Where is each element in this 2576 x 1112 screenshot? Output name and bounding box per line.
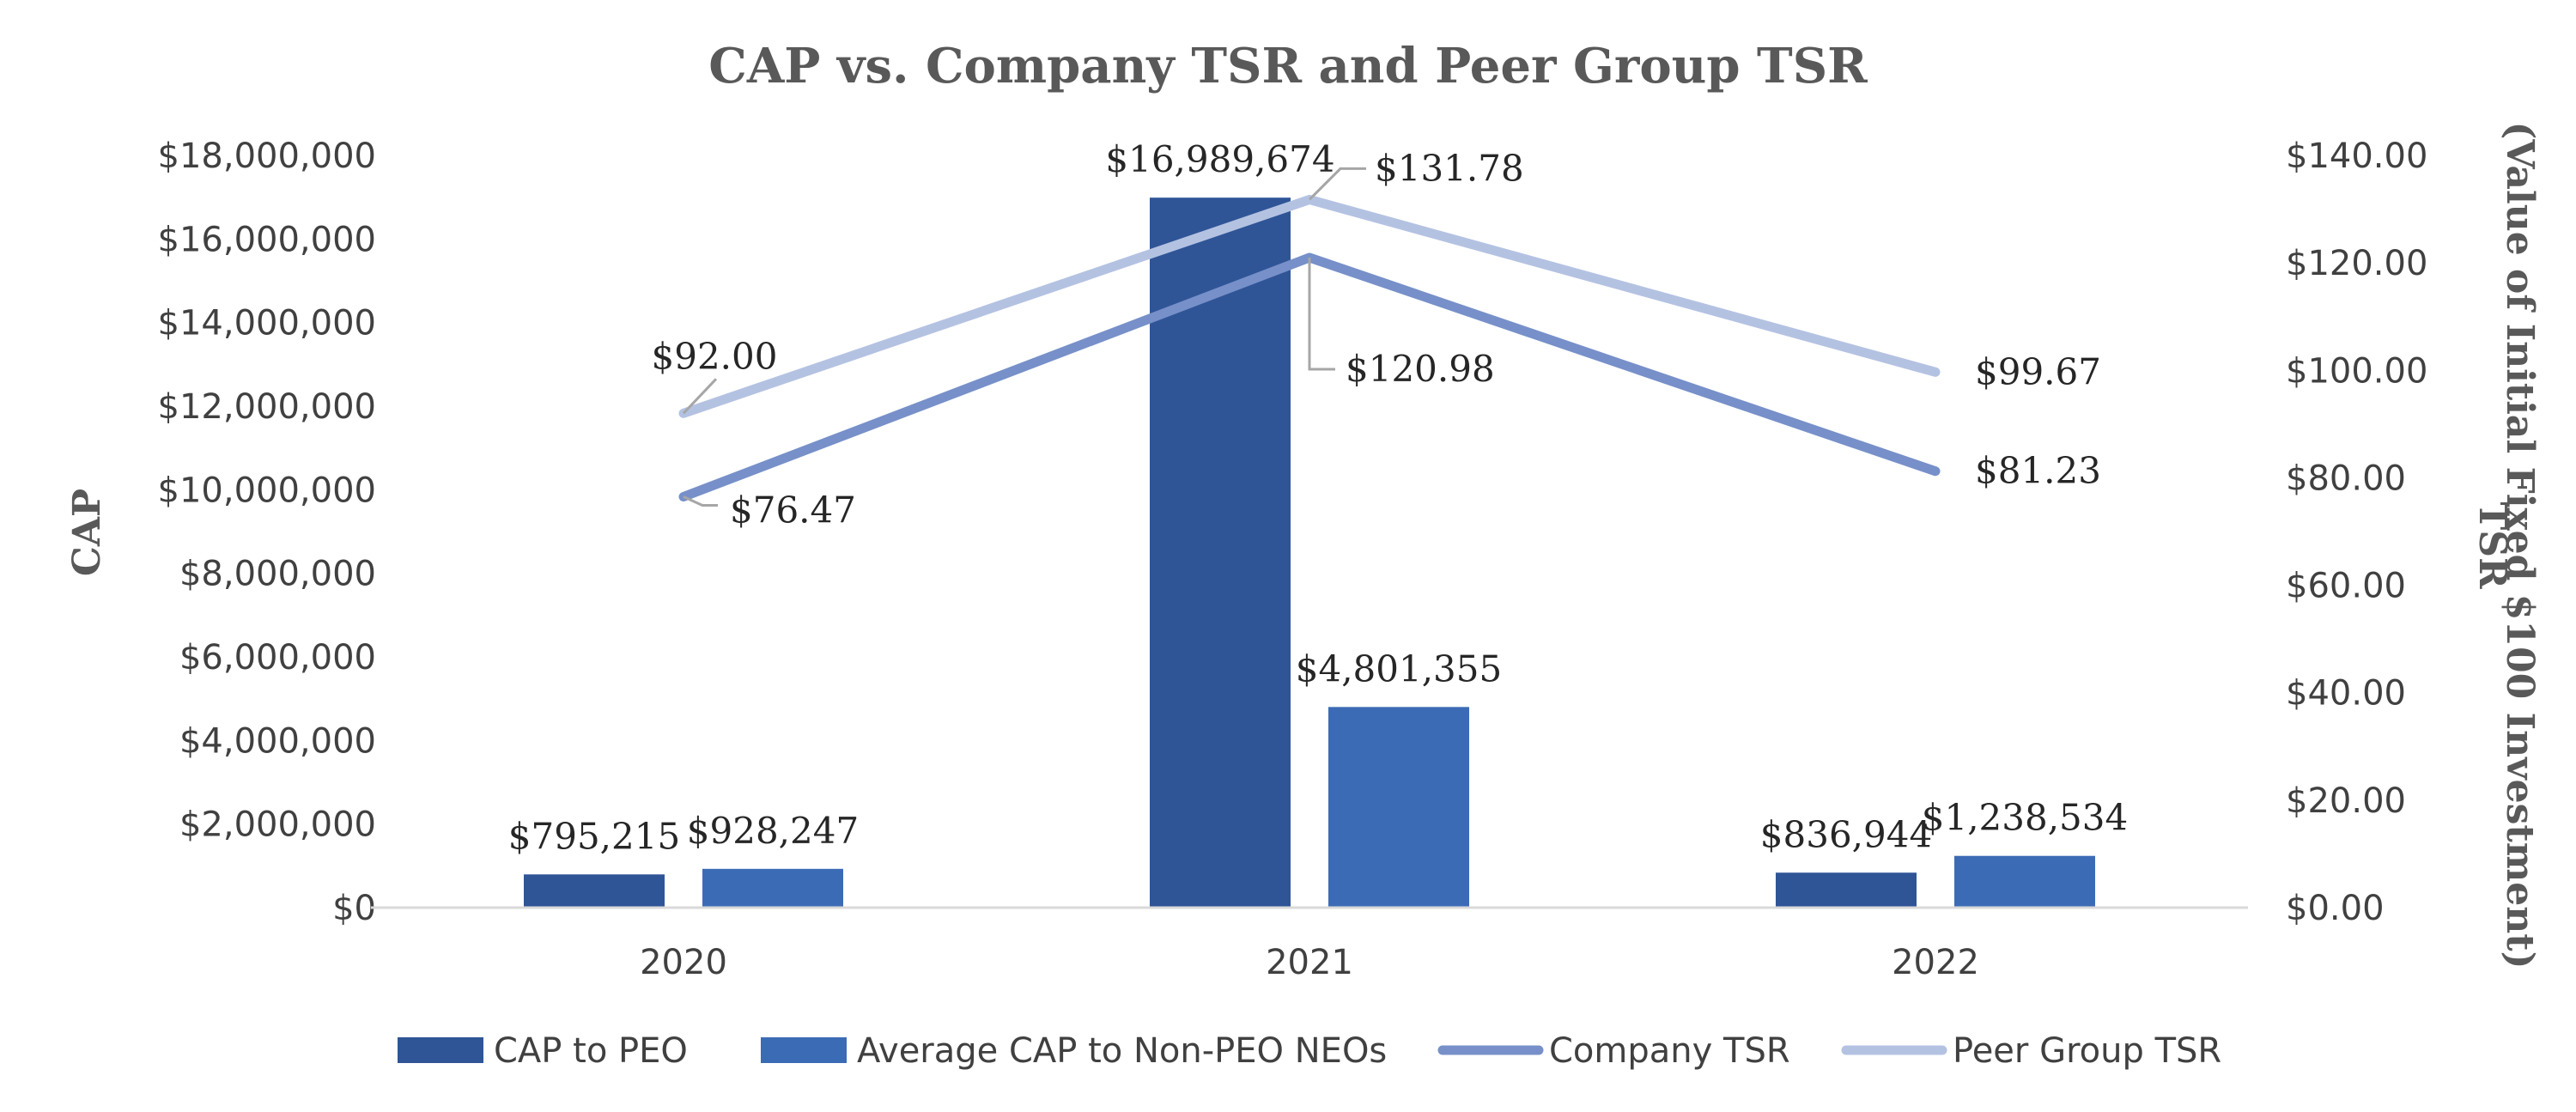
left-tick-label: $4,000,000 bbox=[179, 721, 376, 761]
leader-line bbox=[1308, 167, 1366, 201]
left-tick-label: $0 bbox=[332, 889, 376, 928]
right-tick-label: $20.00 bbox=[2286, 781, 2406, 821]
legend-label: Peer Group TSR bbox=[1953, 1031, 2221, 1071]
legend: CAP to PEO Average CAP to Non-PEO NEOs Com… bbox=[398, 1031, 2221, 1071]
x-tick-label: 2022 bbox=[1892, 943, 1979, 982]
bar bbox=[1328, 707, 1469, 908]
leader-line bbox=[1308, 258, 1335, 371]
bar-data-label: $4,801,355 bbox=[1296, 647, 1502, 690]
left-axis-ticks: $0 $2,000,000 $4,000,000 $6,000,000 $8,000,0… bbox=[158, 137, 376, 928]
line-data-label: $92.00 bbox=[652, 335, 778, 377]
legend-swatch bbox=[761, 1037, 847, 1063]
left-tick-label: $12,000,000 bbox=[158, 387, 376, 427]
left-tick-label: $16,000,000 bbox=[158, 220, 376, 259]
leader-line bbox=[683, 495, 718, 507]
line-data-label: $120.98 bbox=[1346, 348, 1495, 390]
right-tick-label: $140.00 bbox=[2286, 137, 2427, 176]
x-axis-ticks: 2020 2021 2022 bbox=[640, 943, 1979, 982]
legend-label: Company TSR bbox=[1549, 1031, 1790, 1071]
bar-data-label: $928,247 bbox=[687, 810, 859, 852]
bar-data-label: $16,989,674 bbox=[1105, 138, 1334, 180]
left-tick-label: $18,000,000 bbox=[158, 137, 376, 176]
bar-data-label: $795,215 bbox=[508, 815, 680, 857]
left-tick-label: $10,000,000 bbox=[158, 471, 376, 510]
bar-data-label: $836,944 bbox=[1760, 813, 1932, 855]
legend-label: Average CAP to Non-PEO NEOs bbox=[857, 1031, 1387, 1071]
left-tick-label: $2,000,000 bbox=[179, 805, 376, 845]
right-tick-label: $100.00 bbox=[2286, 351, 2427, 391]
bar-data-label: $1,238,534 bbox=[1922, 797, 2128, 839]
bar-group bbox=[524, 197, 2095, 908]
bar bbox=[1954, 855, 2095, 908]
data-labels: $795,215 $16,989,674 $836,944 $928,247 $4,80… bbox=[508, 138, 2128, 857]
line-data-label: $76.47 bbox=[730, 489, 856, 532]
chart-title: CAP vs. Company TSR and Peer Group TSR bbox=[708, 38, 1868, 94]
x-tick-label: 2020 bbox=[640, 943, 727, 982]
line-data-label: $81.23 bbox=[1975, 450, 2101, 492]
right-tick-label: $60.00 bbox=[2286, 567, 2406, 606]
right-axis-ticks: $0.00 $20.00 $40.00 $60.00 $80.00 $100.00 $120… bbox=[2286, 137, 2427, 928]
bar bbox=[702, 868, 843, 908]
right-axis-title-line1: TSR bbox=[2470, 501, 2514, 589]
right-axis-title-line2: (Value of Initial Fixed $100 Investment) bbox=[2498, 122, 2542, 969]
line-data-label: $99.67 bbox=[1975, 350, 2101, 392]
bar bbox=[1776, 872, 1917, 908]
leader-line bbox=[682, 378, 718, 415]
bar bbox=[524, 874, 665, 908]
x-tick-label: 2021 bbox=[1266, 943, 1353, 982]
bar bbox=[1150, 197, 1291, 908]
left-tick-label: $8,000,000 bbox=[179, 555, 376, 594]
left-axis-title: CAP bbox=[65, 489, 109, 576]
legend-label: CAP to PEO bbox=[494, 1031, 688, 1071]
right-tick-label: $80.00 bbox=[2286, 459, 2406, 498]
right-tick-label: $0.00 bbox=[2286, 889, 2385, 928]
left-tick-label: $14,000,000 bbox=[158, 304, 376, 343]
legend-swatch bbox=[398, 1037, 483, 1063]
line-data-label: $131.78 bbox=[1375, 147, 1524, 189]
right-tick-label: $120.00 bbox=[2286, 244, 2427, 283]
right-tick-label: $40.00 bbox=[2286, 674, 2406, 714]
left-tick-label: $6,000,000 bbox=[179, 638, 376, 678]
